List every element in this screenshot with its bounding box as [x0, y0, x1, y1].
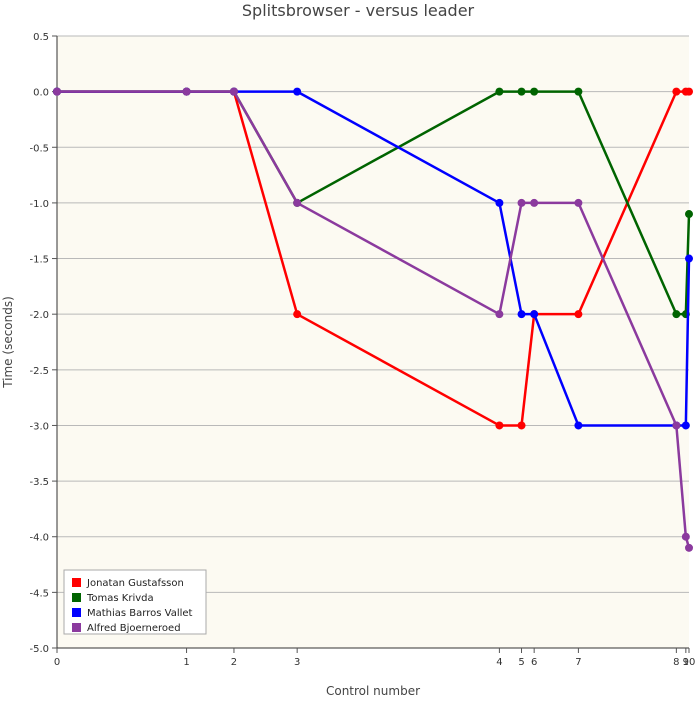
data-point	[574, 87, 583, 96]
y-tick-label: -2.0	[29, 310, 49, 321]
data-point	[685, 543, 693, 552]
legend-label: Mathias Barros Vallet	[87, 608, 193, 619]
data-point	[681, 421, 690, 430]
data-point	[681, 532, 690, 541]
x-tick-label: 10	[683, 657, 696, 668]
legend-swatch	[72, 593, 81, 602]
y-tick-label: -2.5	[29, 366, 49, 377]
x-tick-label: 1	[183, 657, 189, 668]
x-tick-label: 4	[496, 657, 502, 668]
x-axis-ticks: 0 1 2 3 4 5 6 7 8 910	[54, 648, 696, 668]
y-tick-label: 0.5	[33, 32, 49, 43]
legend-box	[63, 569, 207, 635]
y-tick-label: -5.0	[29, 644, 49, 655]
legend-label: Jonatan Gustafsson	[86, 578, 184, 589]
y-tick-label: 0.0	[33, 88, 49, 99]
data-point	[530, 310, 539, 319]
y-axis-ticks: 0.5 0.0 -0.5 -1.0 -1.5 -2.0 -2.5 -3.0 -3.5 -4.0 -4…	[29, 32, 57, 655]
x-axis-label: Control number	[326, 684, 420, 698]
legend-label: Alfred Bjoerneroed	[87, 623, 181, 634]
legend-swatch	[72, 623, 81, 632]
data-point	[574, 310, 583, 319]
grid	[57, 35, 689, 649]
data-point	[495, 87, 504, 96]
legend-label: Tomas Krivda	[86, 593, 154, 604]
data-point	[672, 87, 681, 96]
x-tick-label: 8	[673, 657, 679, 668]
data-point	[530, 198, 539, 207]
data-point	[495, 421, 504, 430]
data-point	[517, 87, 526, 96]
legend-swatch	[72, 578, 81, 587]
legend-swatch	[72, 608, 81, 617]
series-3	[53, 87, 693, 552]
data-point	[495, 310, 504, 319]
series-group	[53, 87, 693, 552]
axes	[56, 36, 689, 649]
data-point	[293, 198, 302, 207]
y-tick-label: -0.5	[29, 143, 49, 154]
y-tick-label: -4.0	[29, 533, 49, 544]
x-tick-label: 5	[518, 657, 524, 668]
y-tick-label: -1.5	[29, 255, 49, 266]
x-tick-label: 7	[575, 657, 581, 668]
data-point	[574, 198, 583, 207]
y-tick-label: -1.0	[29, 199, 49, 210]
x-tick-label: 6	[531, 657, 537, 668]
data-point	[672, 310, 681, 319]
data-point	[685, 210, 693, 219]
y-tick-label: -3.5	[29, 477, 49, 488]
x-tick-label: 9	[683, 657, 689, 668]
data-point	[685, 87, 693, 96]
plot-area	[57, 36, 689, 648]
legend: Jonatan Gustafsson Tomas Krivda Mathias Ba…	[63, 569, 207, 635]
data-point	[517, 198, 526, 207]
data-point	[182, 87, 191, 96]
data-point	[517, 310, 526, 319]
data-point	[293, 87, 302, 96]
data-point	[574, 421, 583, 430]
y-tick-label: -3.0	[29, 421, 49, 432]
x-tick-label: 3	[294, 657, 300, 668]
data-point	[53, 87, 61, 96]
y-axis-label: Time (seconds)	[1, 296, 15, 389]
data-point	[495, 198, 504, 207]
data-point	[672, 421, 681, 430]
x-tick-label: 0	[54, 657, 60, 668]
chart-title: Splitsbrowser - versus leader	[242, 1, 475, 20]
data-point	[229, 87, 238, 96]
data-point	[530, 87, 539, 96]
data-point	[517, 421, 526, 430]
data-point	[293, 310, 302, 319]
y-tick-label: -4.5	[29, 588, 49, 599]
data-point	[685, 254, 693, 263]
x-tick-label: 2	[231, 657, 237, 668]
